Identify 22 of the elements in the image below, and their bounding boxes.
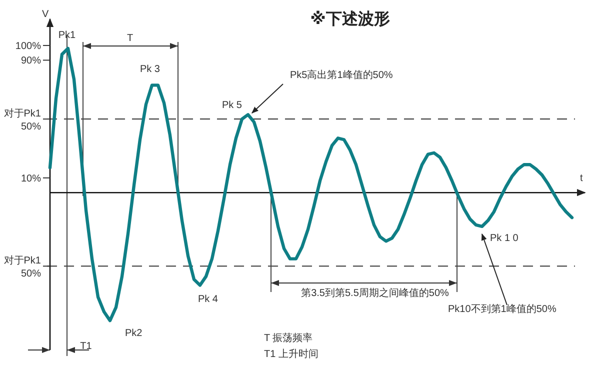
annotation: Pk 4	[198, 294, 218, 305]
y-tick-label: 对于Pk1 50%	[4, 108, 42, 133]
y-tick-label: 对于Pk1 50%	[4, 254, 42, 280]
annotation: T 振荡频率	[264, 332, 313, 344]
annotation: T1	[80, 341, 92, 352]
text: t	[580, 173, 583, 184]
annotation: Pk2	[125, 328, 143, 339]
annotation: T1 上升时间	[264, 348, 318, 360]
line-series	[48, 46, 574, 322]
annotation: Pk 1 0	[490, 233, 519, 244]
annotation: Pk 5	[222, 100, 242, 111]
chart-title: ※下述波形	[310, 10, 390, 28]
annotation: Pk10不到第1峰值的50%	[448, 303, 556, 315]
y-axis-title: V	[42, 9, 49, 20]
annotation: Pk5高出第1峰值的50%	[290, 69, 393, 81]
annotation: 第3.5到第5.5周期之间峰值的50%	[301, 287, 450, 299]
y-tick-label: 100%	[15, 40, 42, 52]
annotation: Pk 3	[140, 64, 160, 75]
y-tick-label: 90%	[20, 56, 42, 67]
annotation: T	[126, 33, 134, 44]
y-tick-label: 10%	[20, 173, 42, 184]
annotation: Pk1	[58, 30, 76, 41]
